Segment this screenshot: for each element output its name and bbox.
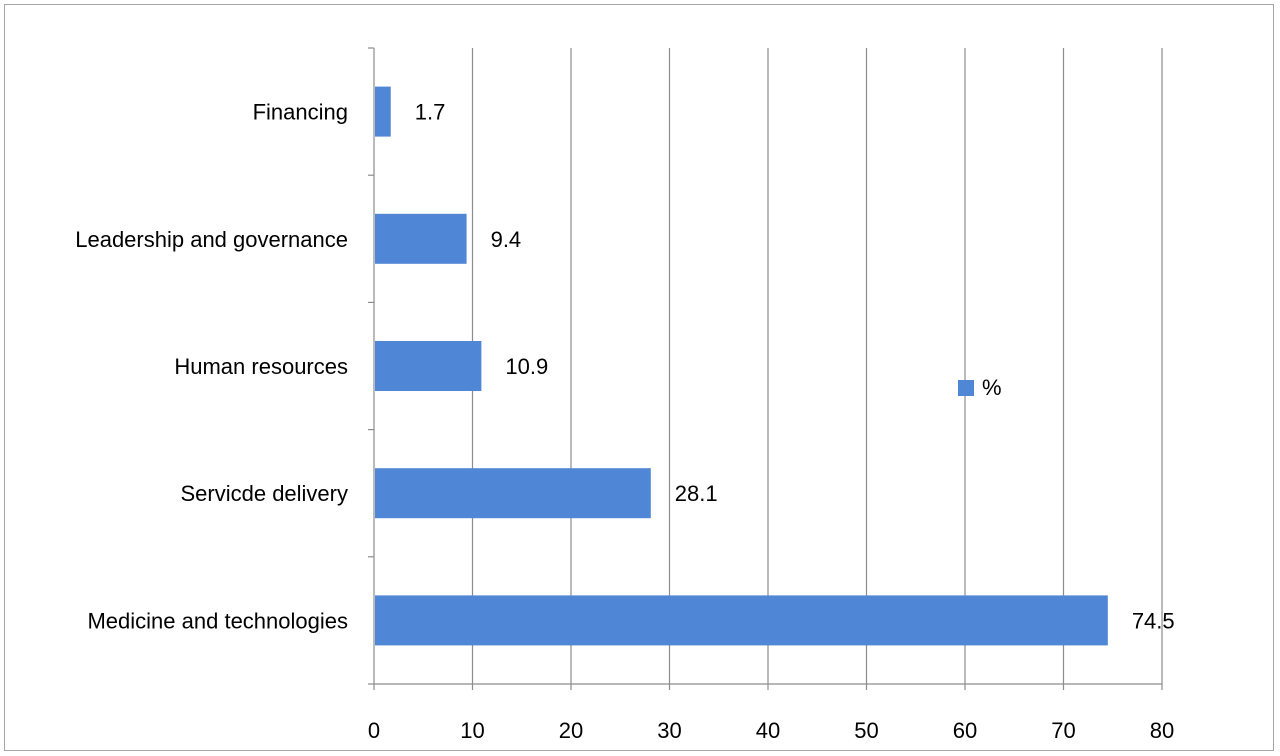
data-label: 10.9: [505, 354, 548, 379]
data-label: 9.4: [491, 227, 522, 252]
category-label: Servicde delivery: [180, 481, 348, 506]
bar: [375, 341, 482, 391]
data-label: 74.5: [1132, 608, 1175, 633]
gridlines: [471, 48, 1163, 684]
data-label: 1.7: [415, 100, 446, 125]
category-labels: Financing Leadership and governance Human …: [75, 100, 348, 634]
x-tick-labels: 0 10 20 30 40 50 60 70 80: [368, 718, 1174, 743]
bar: [375, 595, 1108, 646]
category-label: Human resources: [174, 354, 348, 379]
axes: [368, 47, 1163, 690]
legend-label: %: [982, 375, 1002, 400]
x-tick-label: 10: [460, 718, 484, 743]
category-label: Leadership and governance: [75, 227, 348, 252]
bar: [375, 213, 467, 264]
category-label: Medicine and technologies: [87, 608, 348, 633]
x-tick-label: 50: [854, 718, 878, 743]
x-tick-label: 70: [1051, 718, 1075, 743]
legend-swatch: [958, 380, 974, 396]
data-labels: 1.7 9.4 10.9 28.1 74.5: [415, 100, 1175, 634]
data-label: 28.1: [675, 481, 718, 506]
bar: [375, 468, 651, 519]
x-tick-label: 20: [559, 718, 583, 743]
bars: [375, 86, 1108, 646]
x-tick-label: 80: [1150, 718, 1174, 743]
legend: %: [958, 375, 1002, 400]
bar: [375, 86, 391, 137]
x-tick-label: 30: [657, 718, 681, 743]
category-label: Financing: [253, 100, 348, 125]
x-tick-label: 40: [756, 718, 780, 743]
x-tick-label: 0: [368, 718, 380, 743]
x-tick-label: 60: [953, 718, 977, 743]
